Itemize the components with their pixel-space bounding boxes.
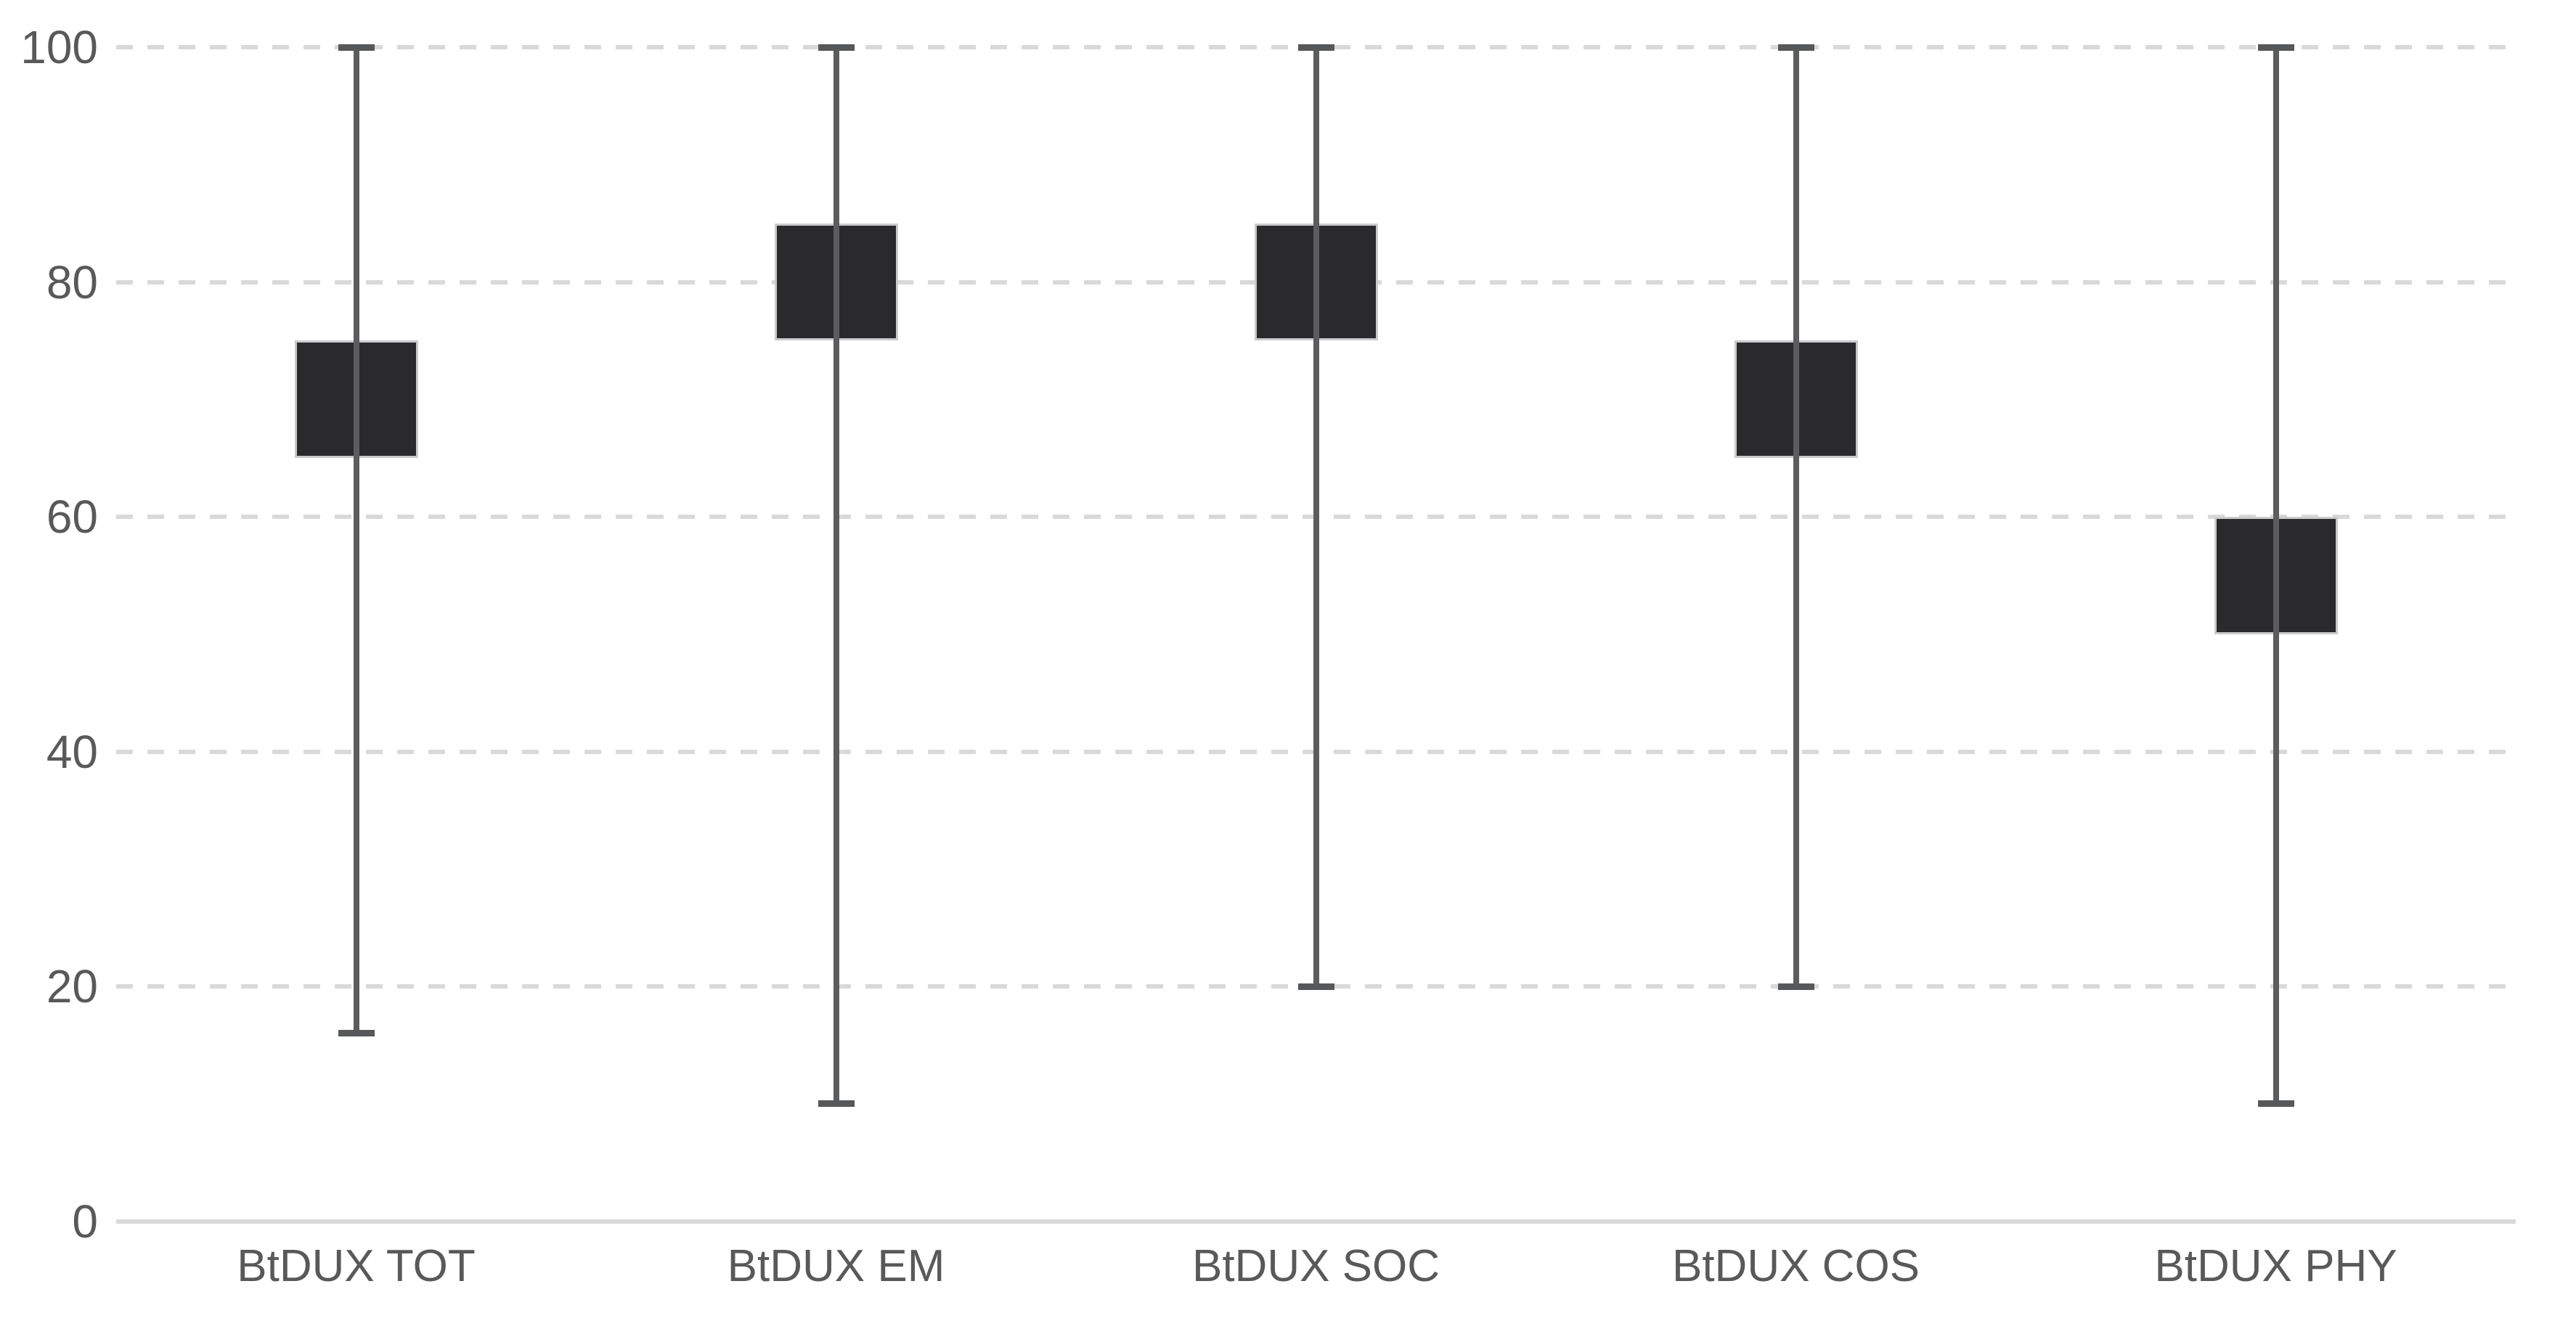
whisker-line-4 [1793, 47, 1799, 986]
y-tick-label-20: 20 [46, 960, 98, 1012]
category-label-5: BtDUX PHY [2154, 1241, 2397, 1291]
y-tick-label-0: 0 [72, 1195, 98, 1248]
category-label-4: BtDUX COS [1671, 1241, 1920, 1291]
whisker-line-2 [833, 47, 839, 1104]
whisker-cap-min-2 [818, 1100, 855, 1108]
whisker-cap-max-5 [2257, 44, 2294, 51]
whisker-line-3 [1313, 47, 1319, 986]
whisker-cap-min-4 [1777, 983, 1814, 990]
whisker-cap-min-3 [1297, 983, 1334, 990]
category-label-3: BtDUX SOC [1191, 1241, 1440, 1291]
y-tick-label-100: 100 [20, 21, 98, 73]
whisker-line-1 [353, 47, 359, 1034]
x-axis-line [116, 1219, 2516, 1224]
whisker-cap-min-1 [338, 1030, 375, 1037]
whisker-line-5 [2273, 47, 2279, 1104]
whisker-cap-max-3 [1297, 44, 1334, 51]
y-tick-label-80: 80 [46, 255, 98, 308]
y-tick-label-60: 60 [46, 491, 98, 543]
whisker-cap-max-1 [338, 44, 375, 51]
category-label-1: BtDUX TOT [237, 1241, 476, 1291]
y-tick-label-40: 40 [46, 725, 98, 778]
whisker-cap-min-5 [2257, 1100, 2294, 1108]
whisker-cap-max-2 [818, 44, 855, 51]
whisker-cap-max-4 [1777, 44, 1814, 51]
category-label-2: BtDUX EM [727, 1241, 945, 1291]
